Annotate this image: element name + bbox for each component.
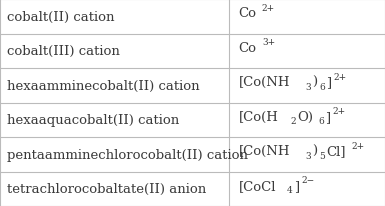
Text: Co: Co [239, 42, 257, 54]
Text: 5: 5 [319, 151, 325, 160]
Text: 3: 3 [305, 82, 311, 91]
Text: [Co(H: [Co(H [239, 110, 279, 123]
Text: cobalt(II) cation: cobalt(II) cation [7, 11, 114, 24]
Text: 2+: 2+ [262, 4, 275, 13]
Text: ]: ] [295, 179, 300, 192]
Text: pentaamminechlorocobalt(II) cation: pentaamminechlorocobalt(II) cation [7, 148, 248, 161]
Text: 2+: 2+ [333, 73, 346, 82]
Text: 3+: 3+ [262, 38, 275, 47]
Text: cobalt(III) cation: cobalt(III) cation [7, 45, 120, 58]
Text: 3: 3 [305, 151, 311, 160]
Text: [CoCl: [CoCl [239, 179, 276, 192]
Text: 6: 6 [319, 82, 325, 91]
Text: 6: 6 [318, 117, 324, 126]
Text: hexaaquacobalt(II) cation: hexaaquacobalt(II) cation [7, 114, 179, 127]
Text: Cl]: Cl] [326, 145, 346, 157]
Text: [Co(NH: [Co(NH [239, 76, 290, 89]
Text: [Co(NH: [Co(NH [239, 145, 290, 157]
Text: 2: 2 [290, 117, 296, 126]
Text: hexaamminecobalt(II) cation: hexaamminecobalt(II) cation [7, 79, 199, 92]
Text: 4: 4 [287, 185, 293, 194]
Text: 2+: 2+ [352, 141, 365, 150]
Text: 2+: 2+ [332, 107, 345, 116]
Text: ]: ] [325, 110, 331, 123]
Text: tetrachlorocobaltate(II) anion: tetrachlorocobaltate(II) anion [7, 182, 206, 195]
Text: ]: ] [326, 76, 331, 89]
Text: Co: Co [239, 7, 257, 20]
Text: ): ) [312, 76, 318, 89]
Text: ): ) [312, 145, 318, 157]
Text: O): O) [297, 110, 313, 123]
Text: 2−: 2− [301, 176, 314, 185]
